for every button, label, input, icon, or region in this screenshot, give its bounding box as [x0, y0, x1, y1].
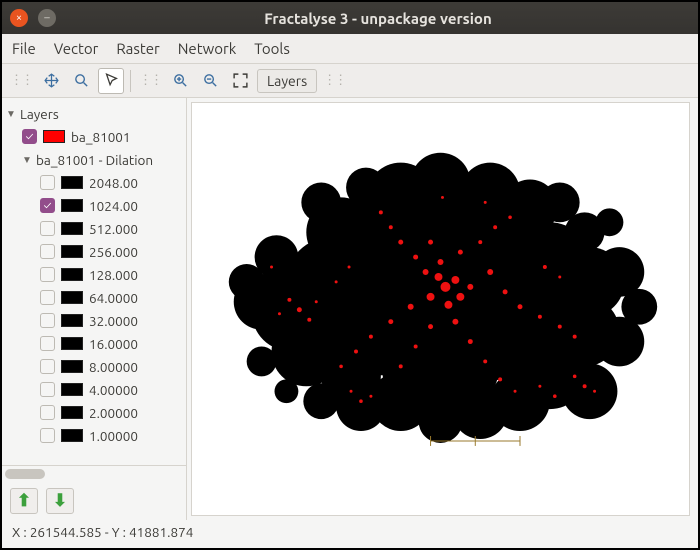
- toolbar: ⋮⋮ ⋮⋮ Layers ⋮⋮: [2, 64, 698, 98]
- color-swatch: [61, 406, 83, 419]
- zoom-in-icon[interactable]: [68, 68, 94, 94]
- zoom-minus-icon[interactable]: [197, 68, 223, 94]
- fractal-render: [192, 103, 689, 501]
- color-swatch: [61, 268, 83, 281]
- tree-row[interactable]: 16.0000: [4, 332, 184, 355]
- status-coords: X : 261544.585 - Y : 41881.874: [2, 520, 698, 548]
- checkbox-icon[interactable]: [40, 290, 55, 305]
- dilation-item-label: 128.000: [89, 267, 138, 283]
- zoom-plus-icon[interactable]: [167, 68, 193, 94]
- toolbar-grip: ⋮⋮: [321, 73, 347, 88]
- dilation-item-label: 4.00000: [89, 382, 138, 398]
- color-swatch: [61, 314, 83, 327]
- move-up-icon[interactable]: ⬆: [10, 488, 38, 514]
- sidebar-hscroll[interactable]: [2, 466, 186, 482]
- dilation-item-label: 256.000: [89, 244, 138, 260]
- tree-row[interactable]: 1.00000: [4, 424, 184, 447]
- checkbox-icon[interactable]: [40, 221, 55, 236]
- tree-row[interactable]: 2048.00: [4, 171, 184, 194]
- color-swatch: [61, 429, 83, 442]
- color-swatch: [61, 291, 83, 304]
- dilation-item-label: 2.00000: [89, 405, 138, 421]
- checkbox-icon[interactable]: [40, 267, 55, 282]
- menu-file[interactable]: File: [12, 40, 36, 57]
- color-swatch: [61, 245, 83, 258]
- checkbox-icon[interactable]: [40, 359, 55, 374]
- pan-icon[interactable]: [38, 68, 64, 94]
- map-canvas[interactable]: [191, 102, 690, 516]
- sidebar: ▼Layers ✓ ba_81001 ▼ba_81001 - Dilation 2048…: [2, 98, 187, 520]
- menu-raster[interactable]: Raster: [116, 40, 159, 57]
- tree-row[interactable]: 32.0000: [4, 309, 184, 332]
- checkbox-icon[interactable]: [40, 336, 55, 351]
- sidebar-bottom: ⬆ ⬇: [2, 465, 186, 520]
- menu-tools[interactable]: Tools: [254, 40, 290, 57]
- tree-row[interactable]: 256.000: [4, 240, 184, 263]
- dilation-item-label: 32.0000: [89, 313, 138, 329]
- tree-row[interactable]: 512.000: [4, 217, 184, 240]
- checkbox-icon[interactable]: ✓: [22, 129, 37, 144]
- minimize-icon[interactable]: –: [38, 9, 56, 27]
- checkbox-icon[interactable]: [40, 382, 55, 397]
- window-title: Fractalyse 3 - unpackage version: [66, 10, 690, 27]
- pointer-icon[interactable]: [98, 68, 124, 94]
- checkbox-icon[interactable]: [40, 405, 55, 420]
- tree-row[interactable]: ▼Layers: [4, 102, 184, 125]
- tree-row[interactable]: ▼ba_81001 - Dilation: [4, 148, 184, 171]
- color-swatch: [43, 130, 65, 143]
- dilation-item-label: 16.0000: [89, 336, 138, 352]
- tree-row[interactable]: ✓ ba_81001: [4, 125, 184, 148]
- dilation-item-label: 8.00000: [89, 359, 138, 375]
- move-down-icon[interactable]: ⬇: [46, 488, 74, 514]
- tree-row[interactable]: 128.000: [4, 263, 184, 286]
- dilation-item-label: 2048.00: [89, 175, 138, 191]
- color-swatch: [61, 337, 83, 350]
- toolbar-grip: ⋮⋮: [8, 73, 34, 88]
- color-swatch: [61, 199, 83, 212]
- checkbox-icon[interactable]: [40, 313, 55, 328]
- tree-row[interactable]: 4.00000: [4, 378, 184, 401]
- color-swatch: [61, 176, 83, 189]
- layer-tree[interactable]: ▼Layers ✓ ba_81001 ▼ba_81001 - Dilation 2048…: [2, 98, 186, 465]
- tree-row[interactable]: 64.0000: [4, 286, 184, 309]
- menu-network[interactable]: Network: [178, 40, 237, 57]
- fit-icon[interactable]: [227, 68, 253, 94]
- color-swatch: [61, 360, 83, 373]
- dilation-item-label: 512.000: [89, 221, 138, 237]
- close-icon[interactable]: ×: [10, 9, 28, 27]
- checkbox-icon[interactable]: [40, 244, 55, 259]
- app-window: × – Fractalyse 3 - unpackage version Fil…: [0, 0, 700, 550]
- toolbar-grip: ⋮⋮: [137, 73, 163, 88]
- color-swatch: [61, 383, 83, 396]
- layers-button[interactable]: Layers: [257, 69, 317, 93]
- dilation-item-label: 1.00000: [89, 428, 138, 444]
- dilation-group-label: ba_81001 - Dilation: [36, 152, 153, 168]
- checkbox-icon[interactable]: ✓: [40, 198, 55, 213]
- menu-vector[interactable]: Vector: [54, 40, 99, 57]
- content-area: ▼Layers ✓ ba_81001 ▼ba_81001 - Dilation 2048…: [2, 98, 698, 520]
- tree-root-label: Layers: [20, 106, 59, 122]
- checkbox-icon[interactable]: [40, 428, 55, 443]
- titlebar: × – Fractalyse 3 - unpackage version: [2, 2, 698, 34]
- color-swatch: [61, 222, 83, 235]
- layer-label: ba_81001: [71, 129, 131, 145]
- menubar: File Vector Raster Network Tools: [2, 34, 698, 64]
- tree-row[interactable]: ✓ 1024.00: [4, 194, 184, 217]
- dilation-item-label: 1024.00: [89, 198, 138, 214]
- tree-row[interactable]: 8.00000: [4, 355, 184, 378]
- tree-row[interactable]: 2.00000: [4, 401, 184, 424]
- dilation-item-label: 64.0000: [89, 290, 138, 306]
- checkbox-icon[interactable]: [40, 175, 55, 190]
